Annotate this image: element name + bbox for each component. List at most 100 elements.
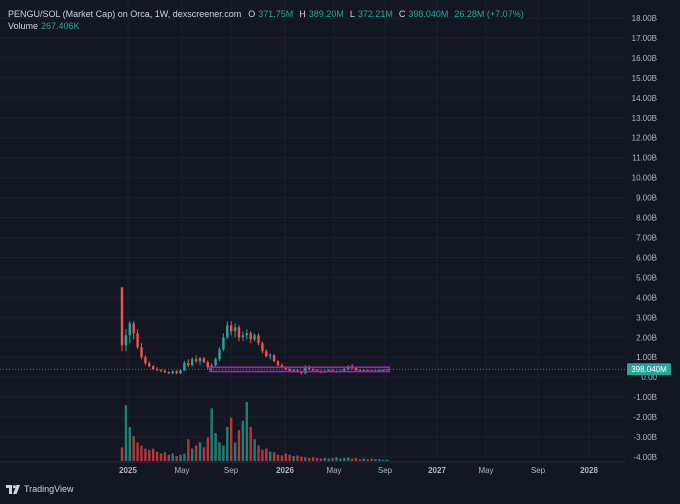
candle-body bbox=[288, 369, 291, 372]
close-label: C bbox=[398, 9, 406, 19]
volume-bar bbox=[167, 454, 170, 461]
high-label: H bbox=[299, 9, 306, 19]
candle bbox=[272, 354, 276, 363]
time-axis-label: Sep bbox=[531, 466, 546, 475]
candle-body bbox=[230, 325, 233, 332]
volume-bar bbox=[183, 453, 186, 461]
price-axis-label: 11.00B bbox=[632, 154, 657, 163]
open-value: 371.75M bbox=[258, 9, 294, 19]
candle bbox=[249, 331, 252, 344]
candle-body bbox=[237, 327, 241, 338]
price-tag-layer: 398.040M bbox=[0, 363, 671, 376]
volume-bar bbox=[386, 459, 389, 461]
time-axis-label: Sep bbox=[378, 466, 393, 475]
candle bbox=[253, 333, 256, 342]
volume-bar bbox=[311, 457, 315, 461]
candle bbox=[269, 353, 272, 360]
candle-body bbox=[155, 369, 159, 371]
price-axis-label: 3.00B bbox=[636, 313, 657, 322]
candle-body bbox=[253, 335, 256, 340]
candle-body bbox=[179, 370, 182, 374]
candle-body bbox=[362, 370, 365, 372]
price-axis-label: 15.00B bbox=[632, 74, 657, 83]
candle-body bbox=[167, 372, 170, 374]
candle-body bbox=[171, 371, 174, 374]
candle-body bbox=[187, 363, 190, 366]
price-axis-label: 9.00B bbox=[636, 194, 657, 203]
time-axis-label: May bbox=[174, 466, 189, 475]
candle-body bbox=[280, 365, 284, 368]
candle bbox=[159, 369, 163, 373]
candle bbox=[155, 367, 159, 372]
chart-legend: PENGU/SOL (Market Cap) on Orca, 1W, dexs… bbox=[8, 8, 527, 32]
highlight-box bbox=[208, 366, 390, 373]
candle bbox=[237, 325, 241, 342]
candle bbox=[136, 329, 139, 350]
candle-body bbox=[304, 367, 307, 374]
candle bbox=[191, 357, 194, 367]
candle-layer bbox=[120, 287, 389, 375]
candle bbox=[140, 343, 143, 360]
candle-body bbox=[382, 369, 385, 371]
legend-row-ohlc: PENGU/SOL (Market Cap) on Orca, 1W, dexs… bbox=[8, 8, 527, 20]
volume-bar bbox=[253, 439, 256, 461]
volume-bar bbox=[319, 458, 323, 461]
price-axis-label: 4.00B bbox=[636, 293, 657, 302]
candle-body bbox=[249, 333, 252, 340]
volume-bar bbox=[382, 459, 385, 461]
volume-bar bbox=[140, 445, 143, 461]
close-value: 398.040M bbox=[408, 9, 449, 19]
candle bbox=[230, 321, 233, 336]
price-axis-label: 17.00B bbox=[632, 34, 657, 43]
candle bbox=[222, 333, 225, 352]
candle-body bbox=[163, 371, 167, 373]
candle-body bbox=[226, 325, 229, 338]
volume-bar bbox=[128, 426, 131, 461]
candle-body bbox=[311, 369, 315, 371]
tradingview-watermark[interactable]: TradingView bbox=[6, 484, 74, 494]
volume-bar bbox=[226, 426, 229, 461]
candle bbox=[261, 341, 264, 354]
candle-body bbox=[245, 333, 248, 336]
candle bbox=[148, 361, 151, 368]
candle-body bbox=[233, 327, 237, 332]
volume-bar bbox=[370, 458, 373, 461]
last-price-tag bbox=[627, 363, 671, 376]
volume-bar bbox=[120, 447, 124, 461]
volume-bar bbox=[218, 442, 221, 461]
candle-body bbox=[354, 368, 358, 371]
price-axis-label: 5.00B bbox=[636, 273, 657, 282]
volume-bar bbox=[288, 454, 291, 461]
time-axis-label: Sep bbox=[224, 466, 239, 475]
candle-body bbox=[124, 335, 128, 346]
candle-body bbox=[292, 370, 295, 372]
candle bbox=[226, 321, 229, 340]
volume-bar bbox=[187, 439, 190, 461]
watermark-text: TradingView bbox=[24, 484, 74, 494]
change-value: 26.28M (+7.07%) bbox=[454, 9, 524, 19]
time-axis-label: 2026 bbox=[276, 466, 294, 475]
candle bbox=[214, 357, 217, 368]
candle-body bbox=[272, 355, 276, 362]
volume-bar bbox=[343, 457, 346, 461]
candle-body bbox=[206, 362, 209, 368]
volume-bar bbox=[378, 459, 381, 461]
price-axis-label: 1.00B bbox=[636, 353, 657, 362]
candle bbox=[175, 370, 178, 375]
volume-bar bbox=[374, 459, 377, 461]
volume-bar bbox=[331, 457, 334, 461]
price-axis-label: -3.00B bbox=[633, 433, 657, 442]
price-axis-label: 8.00B bbox=[636, 214, 657, 223]
price-axis-label: 0.00 bbox=[641, 373, 657, 382]
annotation-layer bbox=[208, 366, 390, 373]
volume-bar bbox=[249, 426, 252, 461]
volume-bar bbox=[296, 455, 299, 461]
volume-bar bbox=[222, 445, 225, 461]
volume-bar bbox=[159, 453, 163, 461]
volume-bar bbox=[350, 458, 354, 461]
volume-bar bbox=[276, 454, 280, 461]
volume-bar bbox=[272, 452, 276, 461]
candle-body bbox=[183, 363, 186, 371]
